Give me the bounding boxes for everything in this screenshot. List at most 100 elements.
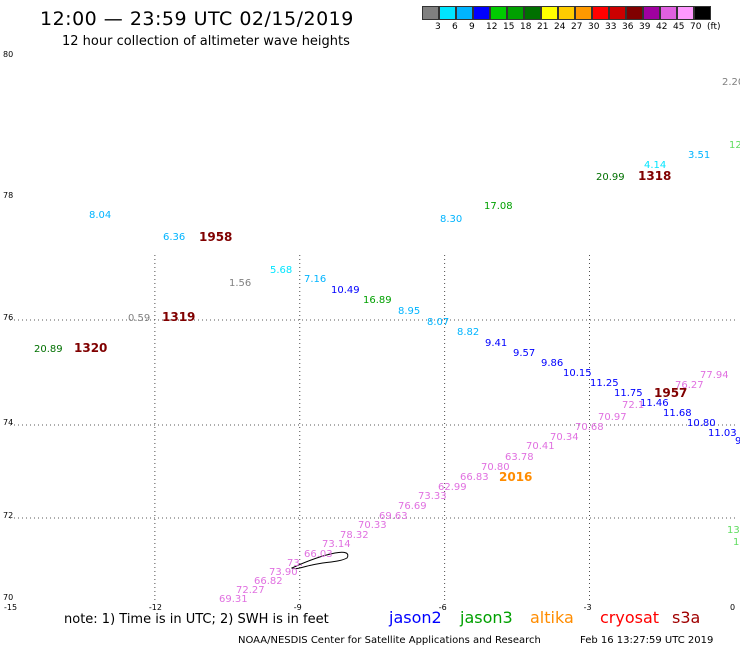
colorbar-label: 12 xyxy=(486,22,498,32)
colorbar-label: 18 xyxy=(520,22,532,32)
colorbar-swatch xyxy=(490,6,507,20)
wave-height-value: 76.27 xyxy=(675,380,704,391)
colorbar-swatch xyxy=(541,6,558,20)
wave-height-value: 11.75 xyxy=(614,388,643,399)
pass-number: 1319 xyxy=(162,310,195,324)
wave-height-value: 7.16 xyxy=(304,274,326,285)
legend-satellite-cryosat: cryosat xyxy=(600,608,660,627)
wave-height-value: 0.59 xyxy=(128,313,150,324)
lon-tick-label: -3 xyxy=(584,603,592,612)
colorbar-swatch xyxy=(643,6,660,20)
colorbar-label: 15 xyxy=(503,22,515,32)
wave-height-value: 2.20 xyxy=(722,77,740,88)
lon-tick-label: 0 xyxy=(730,603,735,612)
wave-height-value: 70.68 xyxy=(575,422,604,433)
wave-height-value: 11.25 xyxy=(590,378,619,389)
pass-number: 2016 xyxy=(499,470,532,484)
colorbar-label: 70 xyxy=(690,22,702,32)
wave-height-value: 3.51 xyxy=(688,150,710,161)
colorbar-label: 42 xyxy=(656,22,668,32)
wave-height-value: 70.34 xyxy=(550,432,579,443)
credit-line: NOAA/NESDIS Center for Satellite Applica… xyxy=(238,635,541,646)
wave-height-value: 8.30 xyxy=(440,214,462,225)
wave-height-value: 66.83 xyxy=(460,472,489,483)
wave-height-value: 6.36 xyxy=(163,232,185,243)
wave-height-value: 10.49 xyxy=(331,285,360,296)
wave-height-value: 11.68 xyxy=(663,408,692,419)
colorbar-label: 36 xyxy=(622,22,634,32)
lat-tick-label: 78 xyxy=(3,191,13,200)
wave-height-value: 9.41 xyxy=(485,338,507,349)
wave-height-value: 70.97 xyxy=(598,412,627,423)
wave-height-value: 76.69 xyxy=(398,501,427,512)
footer-note: note: 1) Time is in UTC; 2) SWH is in fe… xyxy=(64,612,329,627)
lat-tick-label: 76 xyxy=(3,313,13,322)
wave-height-value: 20.99 xyxy=(596,172,625,183)
wave-height-value: 8.95 xyxy=(398,306,420,317)
colorbar-swatch xyxy=(507,6,524,20)
colorbar-swatch xyxy=(609,6,626,20)
wave-height-value: 11.03 xyxy=(708,428,737,439)
colorbar-label: 21 xyxy=(537,22,549,32)
island-outline xyxy=(290,551,349,570)
wave-height-value: 8.04 xyxy=(89,210,111,221)
colorbar-label: 3 xyxy=(435,22,441,32)
wave-height-value: 13. xyxy=(727,525,740,536)
colorbar-label: 9 xyxy=(469,22,475,32)
wave-height-value: 69.63 xyxy=(379,511,408,522)
colorbar-swatch xyxy=(422,6,439,20)
wave-height-value: 5.68 xyxy=(270,265,292,276)
colorbar-swatch xyxy=(694,6,711,20)
wave-height-value: 62.99 xyxy=(438,482,467,493)
wave-height-value: 9.57 xyxy=(513,348,535,359)
wave-height-value: 72.1 xyxy=(622,400,644,411)
wave-height-value: 70.80 xyxy=(481,462,510,473)
lat-tick-label: 74 xyxy=(3,418,13,427)
pass-number: 1318 xyxy=(638,169,671,183)
wave-height-value: 4.14 xyxy=(644,160,666,171)
lon-tick-label: -6 xyxy=(439,603,447,612)
page-subtitle: 12 hour collection of altimeter wave hei… xyxy=(62,34,350,49)
colorbar-label: 33 xyxy=(605,22,617,32)
generation-timestamp: Feb 16 13:27:59 UTC 2019 xyxy=(580,635,714,646)
colorbar-swatch xyxy=(456,6,473,20)
legend-satellite-s3a: s3a xyxy=(672,608,701,627)
wave-height-value: 72.27 xyxy=(236,585,265,596)
wave-height-value: 77.94 xyxy=(700,370,729,381)
wave-height-value: 10.15 xyxy=(563,368,592,379)
wave-height-value: 73.14 xyxy=(322,539,351,550)
wave-height-value: 1 xyxy=(733,537,739,548)
wave-height-labels: 2.20 12. 3.51 4.14 20.99 17.08 8.30 8.04 6.36 5.6… xyxy=(34,77,740,605)
pass-number: 1957 xyxy=(654,386,687,400)
wave-height-value: 66.03 xyxy=(304,549,333,560)
colorbar-swatch xyxy=(558,6,575,20)
wave-height-value: 66.82 xyxy=(254,576,283,587)
wave-height-value: 10.80 xyxy=(687,418,716,429)
lat-tick-label: 72 xyxy=(3,511,13,520)
wave-height-value: 12. xyxy=(729,140,740,151)
colorbar-swatch xyxy=(592,6,609,20)
wave-height-value: 1.56 xyxy=(229,278,251,289)
pass-number: 1320 xyxy=(74,341,107,355)
wave-height-value: 9 xyxy=(735,436,740,447)
wave-height-value: 73.33 xyxy=(418,491,447,502)
wave-height-value: 70.41 xyxy=(526,441,555,452)
colorbar-swatch xyxy=(660,6,677,20)
wave-height-value: 63.78 xyxy=(505,452,534,463)
legend-satellite-altika: altika xyxy=(530,608,574,627)
wave-height-value: 8.07 xyxy=(427,317,449,328)
wave-height-value: 78.32 xyxy=(340,530,369,541)
wave-height-value: 69.31 xyxy=(219,594,248,605)
colorbar-label: 30 xyxy=(588,22,600,32)
wave-height-value: 73.90 xyxy=(269,567,298,578)
colorbar-swatch xyxy=(626,6,643,20)
wave-height-value: 16.89 xyxy=(363,295,392,306)
colorbar-swatch xyxy=(439,6,456,20)
colorbar-label: 24 xyxy=(554,22,566,32)
pass-number: 1958 xyxy=(199,230,232,244)
colorbar-label: (ft) xyxy=(707,22,721,32)
lat-tick-label: 70 xyxy=(3,593,13,602)
colorbar xyxy=(422,6,711,20)
colorbar-label: 45 xyxy=(673,22,685,32)
